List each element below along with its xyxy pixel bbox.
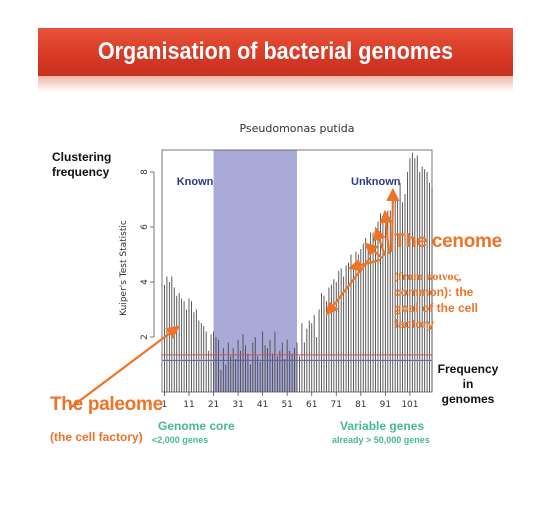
region-label-unknown: Unknown — [351, 176, 401, 188]
paleome-arrow — [69, 325, 180, 409]
cenome-arrow-5 — [379, 209, 393, 255]
y-tick-label: 4 — [140, 279, 150, 285]
cenome-arrow-2 — [347, 258, 381, 272]
freq-line-1: Frequency — [437, 362, 499, 376]
bar-series — [164, 152, 433, 392]
cenome-line-3: goal of the cell — [394, 301, 479, 315]
x-tick-label: 51 — [281, 400, 292, 410]
cenome-title: The cenome — [394, 231, 502, 252]
y-tick-label: 8 — [140, 169, 150, 175]
freq-line-2: in — [462, 377, 474, 391]
paleome-subtitle: (the cell factory) — [50, 430, 143, 444]
y-tick-label: 6 — [140, 224, 150, 230]
y-axis-title: Kuiper's Test Statistic — [119, 220, 129, 316]
x-tick-label: 21 — [208, 400, 219, 410]
clustering-line-1: Clustering — [52, 150, 112, 164]
clustering-frequency-label: Clustering frequency — [52, 150, 111, 180]
paleome-title: The paleome — [50, 394, 163, 415]
cenome-arrow-4 — [373, 226, 387, 257]
x-tick-label: 91 — [380, 400, 391, 410]
x-tick-label: 81 — [355, 400, 366, 410]
cenome-line-4: factory — [394, 317, 435, 331]
frequency-in-genomes-label: Frequency in genomes — [436, 362, 500, 407]
clustering-line-2: frequency — [52, 165, 110, 179]
region-label-known: Known — [177, 176, 214, 188]
x-tick-label: 1 — [162, 400, 168, 410]
cenome-arrow-1 — [325, 257, 371, 316]
x-tick-label: 31 — [232, 400, 243, 410]
x-tick-label: 41 — [257, 400, 268, 410]
cenome-description: (from κοινος, common): the goal of the c… — [394, 268, 478, 332]
y-tick-label: 2 — [140, 334, 150, 340]
slide-title: Organisation of bacterial genomes — [97, 38, 454, 65]
cenome-arrow-6 — [386, 187, 400, 253]
annotation-arrows — [69, 187, 400, 409]
cenome-line-2: common): the — [394, 285, 474, 299]
x-tick-label: 11 — [183, 400, 194, 410]
cenome-arrow-3 — [364, 242, 383, 259]
title-banner-fade — [38, 76, 513, 92]
cenome-line-1: (from κοινος, — [394, 269, 462, 283]
x-tick-label: 61 — [306, 400, 317, 410]
variable-genes-label: Variable genes — [340, 419, 425, 433]
x-tick-label: 71 — [331, 400, 342, 410]
genome-core-count: <2,000 genes — [152, 435, 209, 445]
title-banner — [38, 28, 513, 76]
x-axis: 1 11 21 31 41 51 61 71 81 91 101 — [162, 392, 419, 410]
plot-frame — [161, 149, 433, 393]
chart-title: Pseudomonas putida — [239, 122, 354, 135]
genome-core-label: Genome core — [158, 419, 235, 433]
y-axis: 2 4 6 8 — [140, 169, 155, 340]
freq-line-3: genomes — [441, 392, 495, 406]
variable-genes-count: already > 50,000 genes — [332, 435, 430, 445]
x-tick-label: 101 — [401, 400, 418, 410]
